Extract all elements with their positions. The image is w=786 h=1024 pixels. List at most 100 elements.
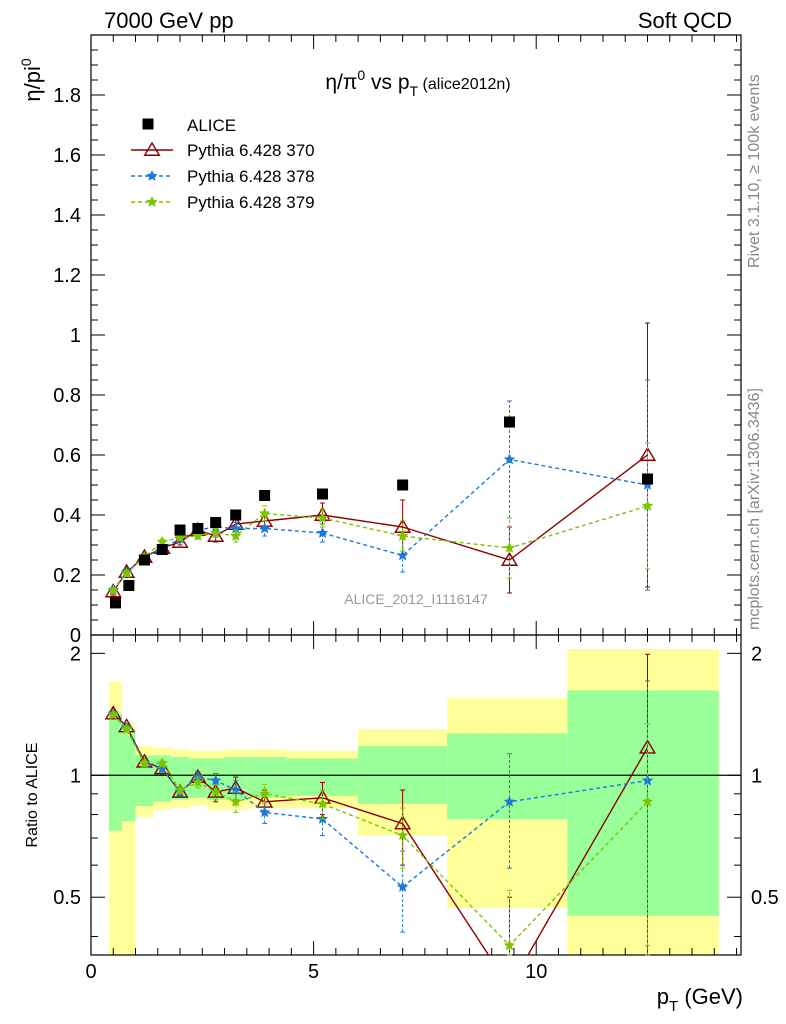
ratio-point bbox=[503, 939, 516, 951]
y-tick-label: 0.2 bbox=[53, 565, 81, 587]
ratio-point bbox=[641, 795, 654, 807]
legend-marker bbox=[143, 141, 161, 156]
legend-alice-label: ALICE bbox=[187, 116, 236, 135]
y-tick-label: 1.4 bbox=[53, 205, 81, 227]
analysis-watermark: ALICE_2012_I1116147 bbox=[344, 591, 488, 607]
band-green-8 bbox=[246, 756, 287, 798]
band-green-12 bbox=[567, 690, 719, 916]
ratio-y-tick-label-right: 1 bbox=[751, 765, 762, 787]
legend-label: Pythia 6.428 379 bbox=[187, 193, 315, 212]
alice-data-points bbox=[109, 416, 654, 609]
alice-point bbox=[109, 597, 121, 609]
x-tick-label: 10 bbox=[525, 961, 547, 983]
y-tick-label: 1.2 bbox=[53, 265, 81, 287]
ratio-point bbox=[258, 806, 271, 818]
main-point bbox=[396, 529, 409, 541]
ratio-uncertainty-bands bbox=[108, 649, 719, 955]
alice-point bbox=[230, 509, 242, 521]
ratio-y-tick-label: 0.5 bbox=[53, 887, 81, 909]
ratio-point bbox=[174, 783, 186, 795]
ratio-point bbox=[209, 774, 222, 786]
ratio-point bbox=[229, 795, 242, 807]
legend-marker bbox=[146, 195, 158, 207]
mcplots-reference-label: mcplots.cern.ch [arXiv:1306.3436] bbox=[746, 388, 763, 630]
x-axis-label: pT (GeV) bbox=[657, 984, 743, 1015]
ratio-point bbox=[156, 762, 169, 774]
band-green-2 bbox=[135, 755, 154, 806]
main-point bbox=[503, 453, 516, 465]
alice-point bbox=[317, 488, 329, 500]
main-point bbox=[641, 499, 654, 511]
main-point bbox=[229, 529, 242, 541]
alice-point bbox=[174, 524, 186, 536]
x-tick-label: 0 bbox=[85, 961, 96, 983]
chart-text: 0 5 10 0 0.2 0.4 0.6 0.8 1 1.2 1.4 1.6 1.8 0.5 0.5 1 1 2 2… bbox=[18, 58, 779, 1015]
band-green-11 bbox=[447, 733, 568, 819]
main-point bbox=[107, 584, 120, 596]
y-tick-label: 0.8 bbox=[53, 385, 81, 407]
ratio-point bbox=[258, 787, 271, 799]
band-green-0 bbox=[108, 713, 123, 831]
alice-point bbox=[210, 517, 222, 528]
collision-label: 7000 GeV pp bbox=[104, 8, 234, 33]
main-series-2 bbox=[107, 442, 654, 596]
main-point bbox=[316, 526, 329, 538]
title-tag: (alice2012n) bbox=[418, 76, 511, 93]
main-series-0 bbox=[104, 322, 657, 598]
ratio-point bbox=[138, 757, 151, 769]
ratio-point bbox=[120, 722, 133, 735]
ratio-point bbox=[316, 797, 329, 809]
main-line bbox=[112, 505, 648, 592]
y-tick-label: 1.6 bbox=[53, 145, 81, 167]
title-sub: T bbox=[410, 83, 419, 99]
rivet-version-label: Rivet 3.1.10, ≥ 100k events bbox=[746, 74, 763, 268]
main-point bbox=[396, 549, 409, 561]
ratio-y-tick-label: 2 bbox=[70, 643, 81, 665]
ratio-plot-series bbox=[104, 653, 657, 956]
alice-point bbox=[397, 479, 409, 491]
ratio-point bbox=[156, 757, 169, 769]
alice-point bbox=[503, 416, 515, 428]
y-axis-label: η/pi0 bbox=[18, 58, 45, 101]
alice-point bbox=[642, 473, 654, 485]
main-plot-series bbox=[104, 322, 657, 598]
ratio-point bbox=[229, 783, 242, 795]
x-tick-label: 5 bbox=[308, 961, 319, 983]
ratio-point bbox=[209, 785, 222, 797]
y-tick-label: 0.4 bbox=[53, 505, 81, 527]
main-series-1 bbox=[107, 379, 654, 595]
y-tick-label: 0.6 bbox=[53, 445, 81, 467]
x-axis-label-sub: T bbox=[669, 998, 678, 1015]
y-axis-label-sup: 0 bbox=[18, 58, 34, 66]
chart-title: η/π0 vs pT (alice2012n) bbox=[325, 67, 510, 99]
x-axis-label-main: p bbox=[657, 984, 669, 1009]
alice-point bbox=[123, 580, 135, 591]
main-point bbox=[207, 527, 225, 542]
y-tick-label: 1.8 bbox=[53, 85, 81, 107]
main-point bbox=[503, 541, 516, 553]
ratio-point bbox=[396, 880, 409, 892]
title-main: η/π bbox=[325, 71, 357, 94]
legend-alice-marker bbox=[142, 118, 154, 130]
axes bbox=[90, 34, 742, 956]
main-point bbox=[638, 446, 657, 461]
legend-label: Pythia 6.428 370 bbox=[187, 141, 315, 160]
x-axis-label-unit: (GeV) bbox=[678, 984, 743, 1009]
legend: ALICE Pythia 6.428 370 Pythia 6.428 378 Pyt… bbox=[131, 116, 315, 212]
alice-point bbox=[192, 523, 204, 534]
title-sup: 0 bbox=[357, 67, 365, 83]
ratio-point bbox=[191, 776, 204, 788]
ratio-frame bbox=[90, 634, 742, 956]
ratio-y-tick-label-right: 2 bbox=[751, 643, 762, 665]
ratio-point bbox=[396, 829, 409, 841]
main-point bbox=[174, 531, 186, 543]
main-point bbox=[258, 507, 271, 519]
ratio-y-tick-label-right: 0.5 bbox=[751, 887, 779, 909]
main-point bbox=[120, 567, 133, 579]
ratio-series-2 bbox=[107, 708, 654, 956]
main-point bbox=[104, 583, 122, 598]
y-axis-label-main: η/pi bbox=[20, 66, 45, 101]
ratio-point bbox=[503, 795, 516, 807]
legend-label: Pythia 6.428 378 bbox=[187, 167, 315, 186]
